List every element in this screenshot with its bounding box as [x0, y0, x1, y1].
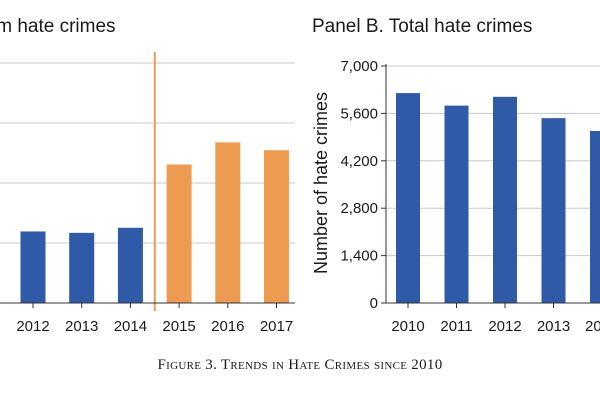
panel-b-y-tick-label: 0: [370, 295, 378, 312]
panel-b-x-tick-label: 2012: [488, 318, 521, 335]
panel-b-x-tick-label: 2010: [391, 318, 424, 335]
panel-a-chart: im hate crimes 2012 2013 2014 2015 2016 2017: [0, 16, 295, 335]
panel-b-bars: [396, 93, 600, 303]
panel-b-bar-2011: [444, 105, 469, 303]
panel-a-x-tick-label: 2012: [16, 318, 49, 335]
figure-caption: Figure 3. Trends in Hate Crimes since 20…: [157, 357, 443, 373]
panel-a-bar-2015: [166, 164, 192, 303]
panel-a-bar-2016: [215, 142, 241, 303]
panel-b-x-tick-label: 2013: [537, 318, 570, 335]
panel-b-y-tick-label: 5,600: [340, 105, 378, 122]
panel-a-title: im hate crimes: [0, 16, 116, 37]
panel-b-bar-2013: [541, 118, 566, 303]
panel-b-x-tick-label: 20: [585, 318, 600, 335]
panel-a-x-tick-label: 2017: [260, 318, 293, 335]
panel-a-bar-2013: [69, 232, 95, 303]
panel-a-x-tick-label: 2013: [65, 318, 98, 335]
panel-b-x-axis: 2010 2011 2012 2013 20: [386, 302, 600, 335]
panel-b-y-axis: 0 1,400 2,800 4,200 5,600 7,000: [340, 58, 387, 312]
panel-a-x-tick-label: 2015: [162, 318, 195, 335]
panel-a-x-tick-label: 2016: [211, 318, 244, 335]
panel-b-bar-20: [590, 131, 600, 303]
panel-a-bars: [20, 142, 289, 303]
panel-b-title: Panel B. Total hate crimes: [312, 16, 532, 37]
panel-b-chart: Panel B. Total hate crimes Number of hat…: [311, 16, 600, 335]
panel-b-y-tick-label: 1,400: [340, 248, 378, 265]
panel-b-y-tick-label: 4,200: [340, 153, 378, 170]
panel-a-x-tick-label: 2014: [114, 318, 147, 335]
panel-a-bar-2014: [117, 227, 143, 303]
panel-b-bar-2012: [493, 96, 517, 303]
panel-a-bar-2012: [20, 231, 46, 303]
panel-a-x-axis: 2012 2013 2014 2015 2016 2017: [0, 302, 295, 335]
panel-b-y-tick-label: 7,000: [340, 58, 378, 75]
panel-a-bar-2017: [264, 150, 289, 303]
panel-b-y-axis-label: Number of hate crimes: [311, 92, 331, 274]
panel-a-gridlines: [0, 62, 295, 244]
panel-b-bar-2010: [396, 93, 420, 303]
panel-b-x-tick-label: 2011: [440, 318, 472, 335]
panel-b-y-tick-label: 2,800: [340, 200, 378, 217]
